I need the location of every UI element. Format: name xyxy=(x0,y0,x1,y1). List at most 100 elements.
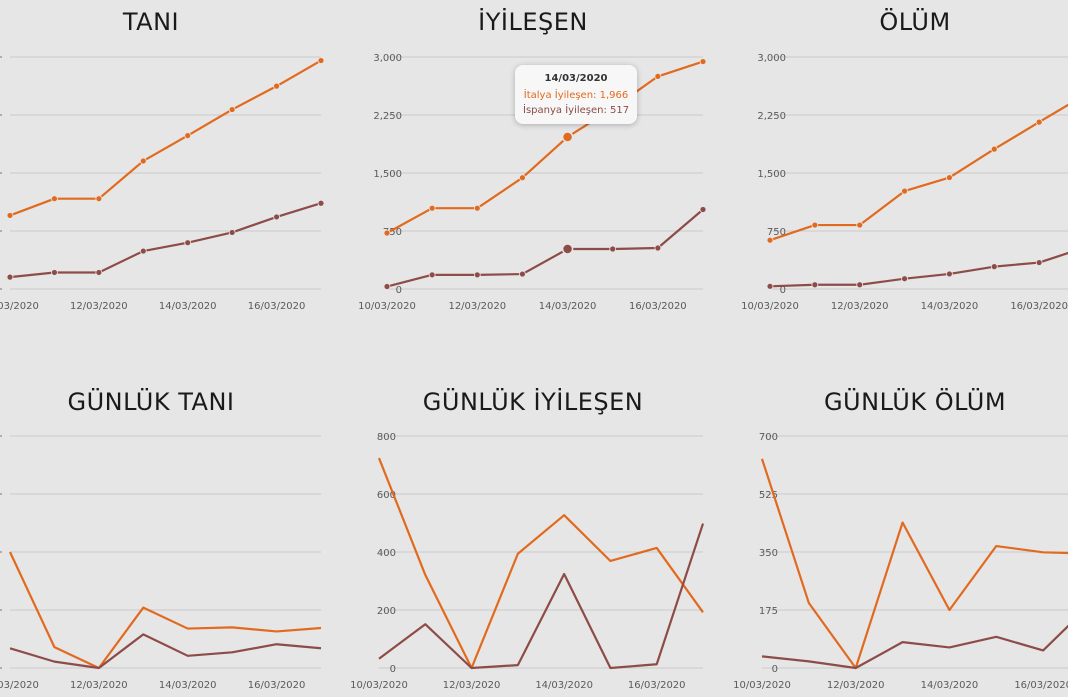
chart-1-point-spain[interactable] xyxy=(95,269,103,276)
chart-5-series-spain-line xyxy=(378,523,705,670)
chart-1-point-spain[interactable] xyxy=(139,247,147,255)
tooltip-date: 14/03/2020 xyxy=(544,73,608,84)
chart-6-series-spain-line xyxy=(761,624,1068,670)
chart-3-point-spain[interactable] xyxy=(990,263,998,271)
chart-6-ytick: 700 xyxy=(759,432,778,443)
chart-5-series-italy-line xyxy=(377,457,704,670)
chart-3: 0 750 1,500 2,250 3,000 10/03/2020 12/03/2020 1… xyxy=(741,53,1068,312)
chart-2-xtick: 14/03/2020 xyxy=(539,301,597,312)
chart-3-ytick: 2,250 xyxy=(757,111,786,122)
chart-4-series-italy-line xyxy=(9,551,322,670)
chart-3-ytick: 0 xyxy=(780,285,786,296)
chart-2-ytick: 3,000 xyxy=(373,53,402,64)
chart-5-ytick: 400 xyxy=(377,548,396,559)
chart-6-ytick: 175 xyxy=(759,606,778,617)
chart-3-point-italy[interactable] xyxy=(990,145,998,153)
chart-3-xtick: 10/03/2020 xyxy=(741,301,799,312)
chart-3-point-spain[interactable] xyxy=(811,281,819,289)
chart-2-point-italy[interactable] xyxy=(519,174,526,182)
chart-1-point-italy[interactable] xyxy=(139,157,147,165)
chart-3-point-italy[interactable] xyxy=(901,187,908,195)
chart-3-point-spain[interactable] xyxy=(901,275,908,283)
chart-1-point-spain[interactable] xyxy=(6,273,14,281)
chart-3-point-italy[interactable] xyxy=(766,236,774,244)
chart-2-tooltip: 14/03/2020 İtalya İyileşen: 1,966 İspanya … xyxy=(515,65,637,124)
chart-6-xtick: 12/03/2020 xyxy=(827,680,885,691)
chart-4-xtick: 16/03/2020 xyxy=(248,680,306,691)
chart-1-point-spain[interactable] xyxy=(317,199,325,207)
chart-4-series-spain-line xyxy=(9,633,322,670)
chart-1-xtick: 12/03/2020 xyxy=(70,301,128,312)
chart-2-point-spain[interactable] xyxy=(699,206,707,213)
chart-2-point-italy[interactable] xyxy=(428,204,436,212)
chart-5-ytick: 600 xyxy=(377,490,396,501)
chart-6-ytick: 525 xyxy=(759,490,778,501)
chart-3-xtick: 14/03/2020 xyxy=(921,301,979,312)
chart-2-point-spain[interactable] xyxy=(654,244,662,252)
chart-2-point-italy[interactable] xyxy=(473,204,481,212)
chart-1-point-italy[interactable] xyxy=(317,57,325,64)
chart-1-point-italy[interactable] xyxy=(228,106,236,113)
chart-2-point-spain[interactable] xyxy=(428,271,436,279)
chart-3-point-spain[interactable] xyxy=(766,282,774,290)
chart-2-title: İYİLEŞEN xyxy=(478,8,588,36)
chart-5-xtick: 10/03/2020 xyxy=(350,680,408,691)
chart-1-point-spain[interactable] xyxy=(51,269,58,276)
chart-2-point-spain[interactable] xyxy=(609,245,617,253)
chart-2-ytick: 2,250 xyxy=(373,111,402,122)
chart-3-point-spain[interactable] xyxy=(1035,259,1043,266)
chart-5-xtick: 12/03/2020 xyxy=(443,680,501,691)
chart-1-point-italy[interactable] xyxy=(184,132,192,139)
chart-6-title: GÜNLÜK ÖLÜM xyxy=(823,388,1007,416)
chart-1-point-italy[interactable] xyxy=(95,195,103,203)
chart-2-point-spain[interactable] xyxy=(383,283,391,290)
chart-1-point-italy[interactable] xyxy=(273,82,280,90)
chart-2-xtick: 10/03/2020 xyxy=(358,301,416,312)
chart-2-point-italy[interactable] xyxy=(654,73,662,80)
chart-4-xtick: 12/03/2020 xyxy=(70,680,128,691)
tooltip-line-spain: İspanya İyileşen: 517 xyxy=(523,105,630,116)
chart-5-xtick: 16/03/2020 xyxy=(628,680,686,691)
chart-3-ytick: 750 xyxy=(767,227,786,238)
chart-2-point-spain[interactable] xyxy=(519,270,526,278)
chart-1-xtick: 10/03/2020 xyxy=(0,301,39,312)
chart-3-point-italy[interactable] xyxy=(856,221,864,229)
chart-1-point-italy[interactable] xyxy=(51,195,58,203)
chart-2-point-italy[interactable] xyxy=(561,131,574,143)
chart-2-point-italy[interactable] xyxy=(383,229,391,237)
chart-6-xtick: 10/03/2020 xyxy=(733,680,791,691)
chart-3-title: ÖLÜM xyxy=(879,8,951,36)
chart-5-ytick: 200 xyxy=(377,606,396,617)
chart-3-xtick: 16/03/2020 xyxy=(1010,301,1068,312)
chart-2-point-italy[interactable] xyxy=(699,58,707,65)
chart-1-point-spain[interactable] xyxy=(273,213,280,221)
chart-6-ytick: 350 xyxy=(759,548,778,559)
chart-5-xtick: 14/03/2020 xyxy=(535,680,593,691)
chart-2-point-spain[interactable] xyxy=(561,243,574,255)
chart-2: 0 750 1,500 2,250 3,000 10/03/2020 12/03/2020 1… xyxy=(358,53,707,312)
chart-5-title: GÜNLÜK İYİLEŞEN xyxy=(422,388,644,416)
chart-2-series-spain-line xyxy=(386,208,704,288)
chart-5: 0 200 400 600 800 10/03/2020 12/03/2020 14/03/2… xyxy=(350,432,705,691)
chart-4-xtick: 14/03/2020 xyxy=(159,680,217,691)
chart-3-point-italy[interactable] xyxy=(811,221,819,229)
chart-3-point-italy[interactable] xyxy=(946,174,953,181)
chart-1-point-spain[interactable] xyxy=(228,229,236,236)
chart-6-ytick: 0 xyxy=(772,664,778,675)
chart-2-series-italy-line xyxy=(386,60,704,234)
chart-6-series-italy-line xyxy=(760,458,1068,670)
chart-1-point-italy[interactable] xyxy=(6,212,14,219)
chart-2-xtick: 12/03/2020 xyxy=(448,301,506,312)
chart-4: 10/03/2020 12/03/2020 14/03/2020 16/03/2020 xyxy=(0,435,322,691)
chart-4-title: GÜNLÜK TANI xyxy=(67,388,235,416)
chart-3-point-italy[interactable] xyxy=(1035,118,1043,126)
chart-2-point-spain[interactable] xyxy=(473,271,481,279)
chart-3-series-italy-line xyxy=(769,103,1068,242)
chart-3-point-spain[interactable] xyxy=(946,270,953,278)
chart-1-point-spain[interactable] xyxy=(184,239,192,247)
chart-6: 0 175 350 525 700 10/03/2020 12/03/2020 14/03/2… xyxy=(733,432,1068,691)
chart-5-ytick: 800 xyxy=(377,432,396,443)
chart-3-point-spain[interactable] xyxy=(856,281,864,289)
chart-6-xtick: 16/03/2020 xyxy=(1014,680,1068,691)
